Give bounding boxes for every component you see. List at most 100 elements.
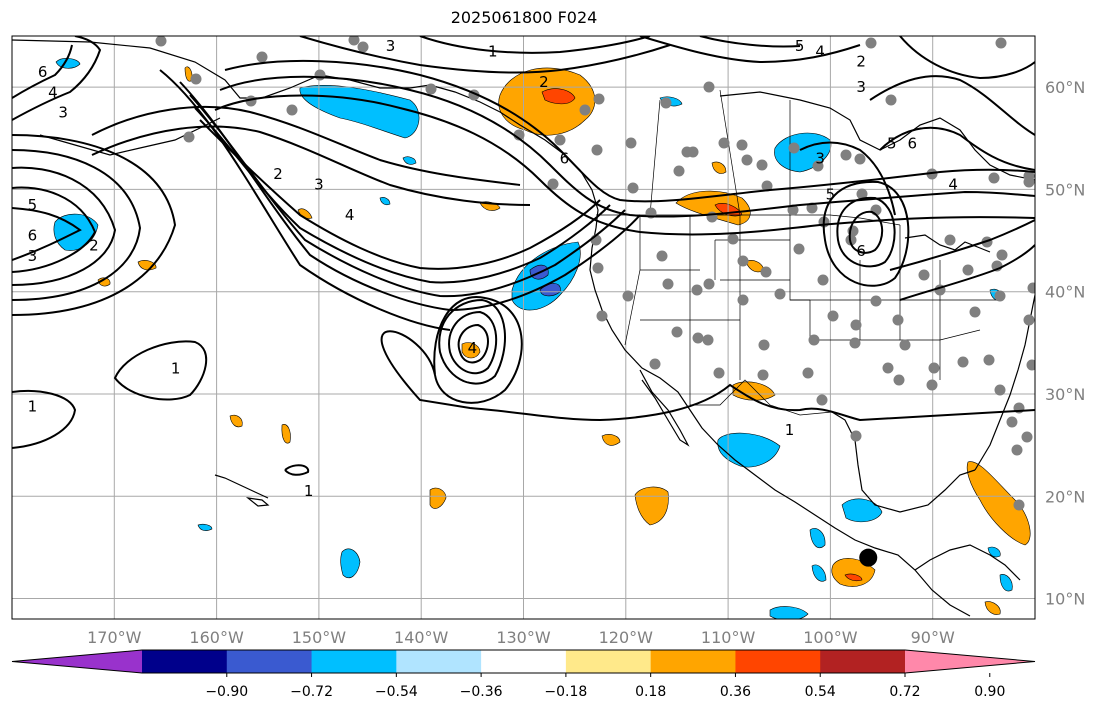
blue-region-small-8 bbox=[809, 528, 826, 549]
border-states-10 bbox=[809, 300, 900, 341]
colorbar-extend-high bbox=[905, 650, 1035, 673]
colorbar-tick-label: −0.72 bbox=[290, 684, 333, 700]
station-dot bbox=[1026, 359, 1035, 371]
map-frame bbox=[11, 35, 1036, 620]
contour-low-east-2 bbox=[836, 196, 896, 268]
station-dot bbox=[727, 233, 739, 245]
station-dot bbox=[1013, 499, 1025, 511]
contour-jet-4 bbox=[12, 149, 142, 301]
contour-label: 3 bbox=[58, 104, 68, 122]
lon-tick-label: 100°W bbox=[803, 628, 858, 647]
contour-label: 4 bbox=[815, 42, 825, 60]
contour-label: 3 bbox=[815, 150, 825, 168]
coastline-hudson bbox=[719, 91, 1035, 181]
station-dot bbox=[736, 139, 748, 151]
station-dot bbox=[627, 182, 639, 194]
station-dot bbox=[957, 356, 969, 368]
station-dot bbox=[850, 319, 862, 331]
colorbar-segment bbox=[481, 650, 567, 673]
contour-low-east-3 bbox=[822, 180, 910, 287]
contour-label: 3 bbox=[856, 78, 866, 96]
station-dot bbox=[718, 137, 730, 149]
red-region-alaska bbox=[541, 88, 576, 105]
contour-label: 4 bbox=[948, 175, 958, 193]
station-dot bbox=[673, 165, 685, 177]
station-dot bbox=[817, 274, 829, 286]
station-dot bbox=[155, 36, 167, 47]
contour-label: 1 bbox=[304, 482, 314, 500]
lon-tick-label: 150°W bbox=[292, 628, 347, 647]
lon-tick-label: 110°W bbox=[701, 628, 756, 647]
station-dot bbox=[793, 243, 805, 255]
station-dot bbox=[854, 153, 866, 165]
colorbar-segment bbox=[311, 650, 397, 673]
station-dot bbox=[671, 326, 683, 338]
border-states-12 bbox=[899, 225, 981, 341]
station-dot bbox=[760, 266, 772, 278]
station-dot bbox=[893, 374, 905, 386]
orange-region-small-3 bbox=[229, 414, 243, 428]
station-dot bbox=[758, 339, 770, 351]
contour-jet-1 bbox=[12, 207, 82, 261]
station-dot bbox=[996, 249, 1008, 261]
contour-ridge-5 bbox=[91, 125, 531, 206]
coastline-aleutians bbox=[39, 117, 221, 156]
station-dot bbox=[348, 36, 360, 46]
station-dot bbox=[928, 362, 940, 374]
blue-region-small-10 bbox=[811, 564, 827, 582]
coastline-great-lakes bbox=[904, 234, 991, 253]
contour-nw-2 bbox=[12, 44, 73, 99]
contour-east-4 bbox=[889, 219, 1035, 271]
colorbar-tick-label: 0.54 bbox=[805, 684, 836, 700]
station-dot bbox=[256, 51, 268, 63]
contour-ridge-1 bbox=[224, 59, 1035, 203]
station-dot bbox=[314, 69, 326, 81]
colorbar-tick-label: 0.72 bbox=[889, 684, 920, 700]
station-dot bbox=[554, 134, 566, 146]
contour-north-2 bbox=[419, 36, 651, 54]
longitude-labels: 170°W 160°W 150°W 140°W 130°W 120°W 110°W 100°W… bbox=[87, 628, 955, 647]
orange-region-small-6 bbox=[97, 277, 111, 287]
colorbar-segment bbox=[820, 650, 906, 673]
contour-label: 3 bbox=[386, 37, 396, 55]
contour-label: 1 bbox=[785, 421, 795, 439]
colorbar-tick-label: 0.90 bbox=[974, 684, 1005, 700]
orange-region-small-2 bbox=[281, 424, 291, 444]
lon-tick-label: 130°W bbox=[496, 628, 551, 647]
station-dot bbox=[899, 339, 911, 351]
contour-gulf-1 bbox=[199, 119, 601, 270]
contour-label: 6 bbox=[28, 226, 38, 244]
orange-region-small-12 bbox=[984, 601, 1001, 615]
contour-label: 2 bbox=[89, 237, 99, 255]
contour-1-west bbox=[12, 389, 77, 449]
contour-label: 5 bbox=[887, 134, 897, 152]
blue-region-gulf-alaska bbox=[299, 85, 420, 139]
lat-tick-label: 10°N bbox=[1045, 590, 1085, 609]
colorbar-segment bbox=[565, 650, 652, 673]
contour-label: 2 bbox=[273, 165, 283, 183]
orange-region-pacific-low bbox=[461, 342, 481, 359]
colorbar: −0.90 −0.72 −0.54 −0.36 −0.18 0.18 0.36 0.54 0.7… bbox=[11, 649, 1036, 700]
station-dot bbox=[802, 367, 814, 379]
contour-east-1 bbox=[879, 126, 1035, 171]
station-dot bbox=[687, 146, 699, 158]
colorbar-segment bbox=[226, 650, 313, 673]
contour-north-3 bbox=[639, 36, 861, 64]
station-dot bbox=[926, 379, 938, 391]
contour-label: 4 bbox=[468, 339, 478, 357]
blue-region-small-3 bbox=[402, 156, 417, 165]
station-dot bbox=[994, 290, 1006, 302]
contour-label: 6 bbox=[907, 134, 917, 152]
station-dot bbox=[850, 430, 862, 442]
colorbar-segment bbox=[396, 650, 482, 673]
contour-label: 5 bbox=[28, 196, 38, 214]
colorbar-tick-label: −0.36 bbox=[460, 684, 503, 700]
station-dot bbox=[593, 93, 605, 105]
lon-tick-label: 90°W bbox=[911, 628, 955, 647]
station-dot bbox=[892, 314, 904, 326]
colorbar-outline bbox=[11, 649, 1036, 674]
station-dot bbox=[660, 97, 672, 109]
lon-tick-label: 170°W bbox=[87, 628, 142, 647]
border-us-mexico bbox=[690, 379, 833, 416]
